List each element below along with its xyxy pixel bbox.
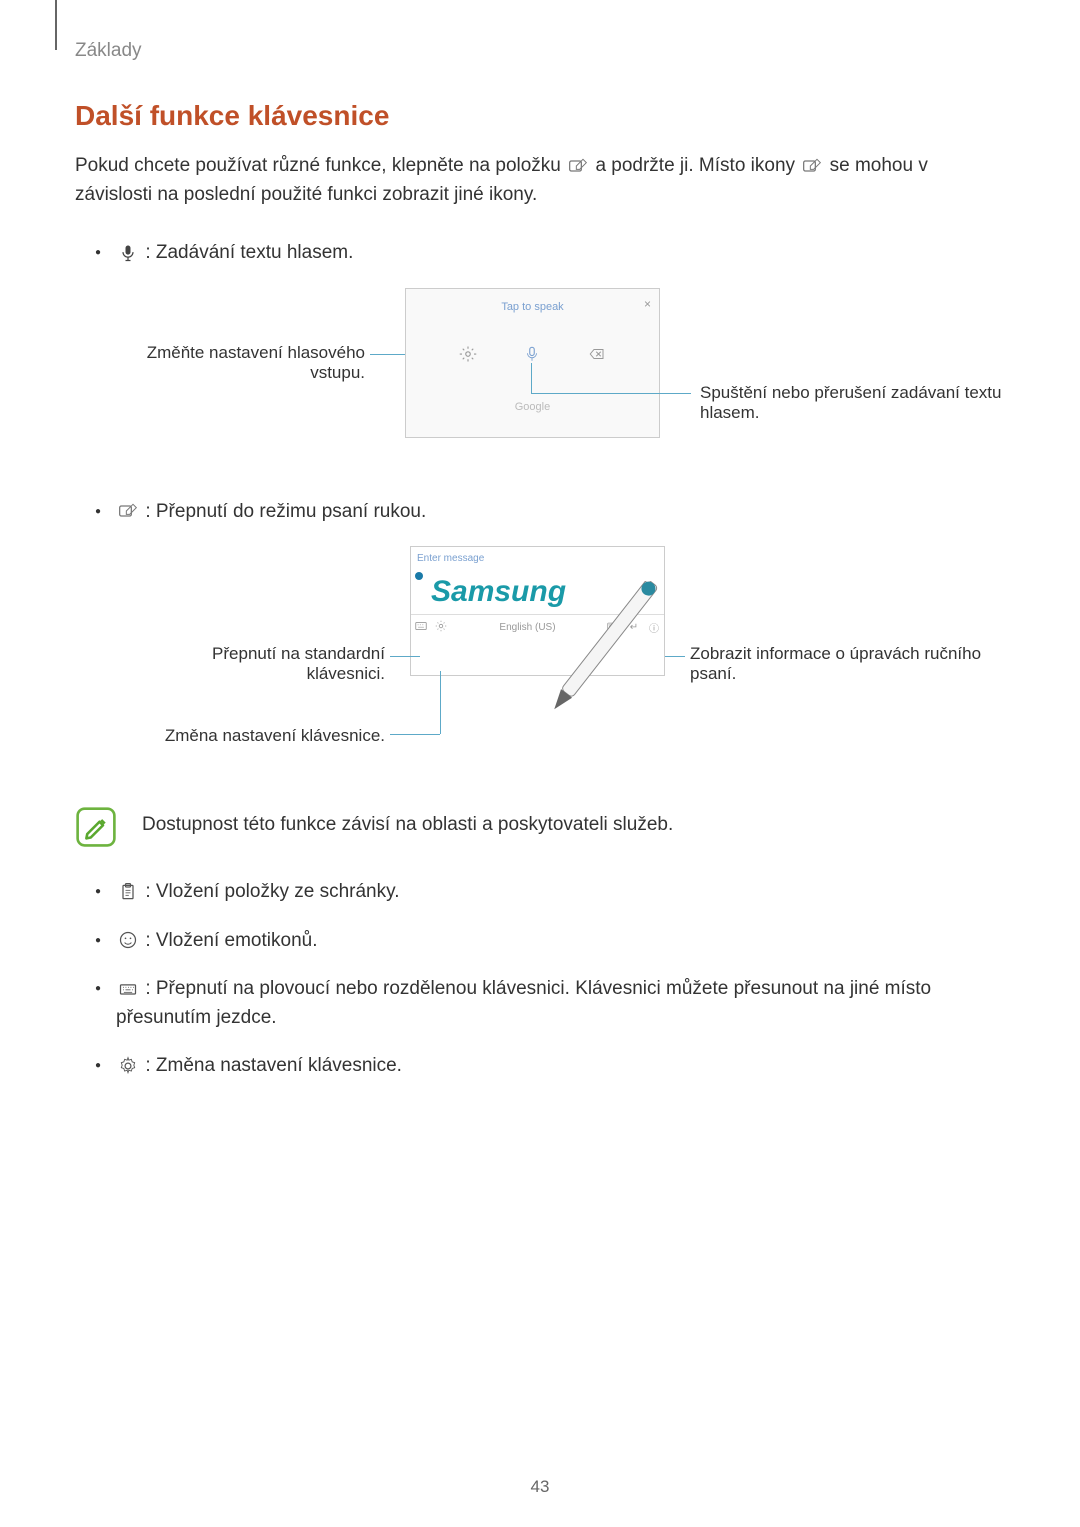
voice-tap-to-speak: Tap to speak ×: [406, 289, 659, 325]
bullet-mic-content: : Zadávání textu hlasem.: [116, 239, 353, 268]
language-label: English (US): [451, 622, 604, 633]
bullet-emoji-text: : Vložení emotikonů.: [145, 930, 317, 951]
callout-vline: [440, 671, 441, 734]
hand-callout-info: Zobrazit informace o úpravách ručního ps…: [690, 644, 1010, 684]
bullet-clipboard-content: : Vložení položky ze schránky.: [116, 878, 399, 907]
voice-callout-left: Změňte nastavení hlasového vstupu.: [105, 343, 365, 383]
handwriting-figure: Enter message Samsung English (US) ⌨ ↵ ⓘ: [75, 546, 1005, 776]
bullet-dot: ●: [95, 245, 101, 260]
bullet-mic-text: : Zadávání textu hlasem.: [145, 242, 353, 263]
bullet-gear-content: : Změna nastavení klávesnice.: [116, 1052, 402, 1081]
voice-callout-right: Spuštění nebo přerušení zadávaní textu h…: [700, 383, 1020, 423]
handwriting-toolbar: English (US) ⌨ ↵ ⓘ: [411, 614, 664, 640]
keyboard-small-icon: ⌨: [604, 622, 624, 633]
bullet-pen-text: : Přepnutí do režimu psaní rukou.: [145, 501, 426, 522]
bullet-pen-content: : Přepnutí do režimu psaní rukou.: [116, 498, 426, 527]
bullet-clipboard-text: : Vložení položky ze schránky.: [145, 881, 399, 902]
floating-keyboard-icon: [118, 979, 138, 999]
intro-part2: a podržte ji. Místo ikony: [595, 155, 800, 176]
close-icon: ×: [644, 297, 651, 311]
bullet-keyboard-content: : Přepnutí na plovoucí nebo rozdělenou k…: [116, 975, 1005, 1032]
gear-icon: [459, 345, 477, 363]
bullet-emoji-content: : Vložení emotikonů.: [116, 927, 317, 956]
bullet-gear-text: : Změna nastavení klávesnice.: [145, 1055, 402, 1076]
intro-paragraph: Pokud chcete používat různé funkce, klep…: [75, 152, 1005, 209]
gear-icon: [118, 1056, 138, 1076]
page-number: 43: [0, 1477, 1080, 1497]
callout-line: [390, 734, 440, 735]
page-title: Další funkce klávesnice: [75, 100, 1005, 132]
intro-part1: Pokud chcete používat různé funkce, klep…: [75, 155, 566, 176]
note-icon: [75, 806, 117, 848]
tap-to-speak-text: Tap to speak: [501, 301, 563, 313]
enter-icon: ↵: [624, 622, 644, 633]
clipboard-icon: [118, 882, 138, 902]
page-content: Další funkce klávesnice Pokud chcete pou…: [0, 0, 1080, 1141]
bullet-keyboard: ● : Přepnutí na plovoucí nebo rozdělenou…: [95, 975, 1005, 1032]
pen-keyboard-icon: [802, 156, 822, 176]
bullet-keyboard-text: : Přepnutí na plovoucí nebo rozdělenou k…: [116, 978, 931, 1028]
mic-icon: [118, 243, 138, 263]
callout-vline: [531, 363, 532, 393]
handwriting-panel: Enter message Samsung English (US) ⌨ ↵ ⓘ: [410, 546, 665, 676]
handwriting-sample: Samsung: [411, 575, 664, 609]
gear-icon: [431, 619, 451, 636]
bullet-clipboard: ● : Vložení položky ze schránky.: [95, 878, 1005, 907]
bullet-pen: ● : Přepnutí do režimu psaní rukou.: [95, 498, 1005, 527]
voice-figure: Změňte nastavení hlasového vstupu. Tap t…: [75, 288, 1005, 468]
voice-google-label: Google: [406, 383, 659, 431]
callout-line: [531, 393, 691, 394]
callout-line: [390, 656, 420, 657]
mic-small-icon: [523, 345, 541, 363]
hand-callout-settings: Změna nastavení klávesnice.: [100, 726, 385, 746]
note-row: Dostupnost této funkce závisí na oblasti…: [75, 806, 1005, 848]
bullet-dot: ●: [95, 933, 101, 948]
bullet-mic: ● : Zadávání textu hlasem.: [95, 239, 1005, 268]
backspace-icon: [588, 345, 606, 363]
pen-keyboard-icon: [568, 156, 588, 176]
bullet-emoji: ● : Vložení emotikonů.: [95, 927, 1005, 956]
bullet-dot: ●: [95, 884, 101, 899]
bullet-dot: ●: [95, 504, 101, 519]
section-label: Základy: [75, 40, 142, 62]
header-rule: [55, 0, 57, 50]
bullet-dot: ●: [95, 981, 101, 996]
bullet-gear: ● : Změna nastavení klávesnice.: [95, 1052, 1005, 1081]
voice-icon-row: [406, 325, 659, 383]
enter-message-label: Enter message: [411, 547, 664, 570]
keyboard-icon: [411, 619, 431, 636]
note-text: Dostupnost této funkce závisí na oblasti…: [142, 806, 673, 836]
callout-line: [665, 656, 685, 657]
voice-panel: Tap to speak × Google: [405, 288, 660, 438]
pen-keyboard-icon: [118, 501, 138, 521]
hand-callout-kb: Přepnutí na standardní klávesnici.: [150, 644, 385, 684]
bullet-dot: ●: [95, 1058, 101, 1073]
info-icon: ⓘ: [644, 620, 664, 635]
emoji-icon: [118, 930, 138, 950]
